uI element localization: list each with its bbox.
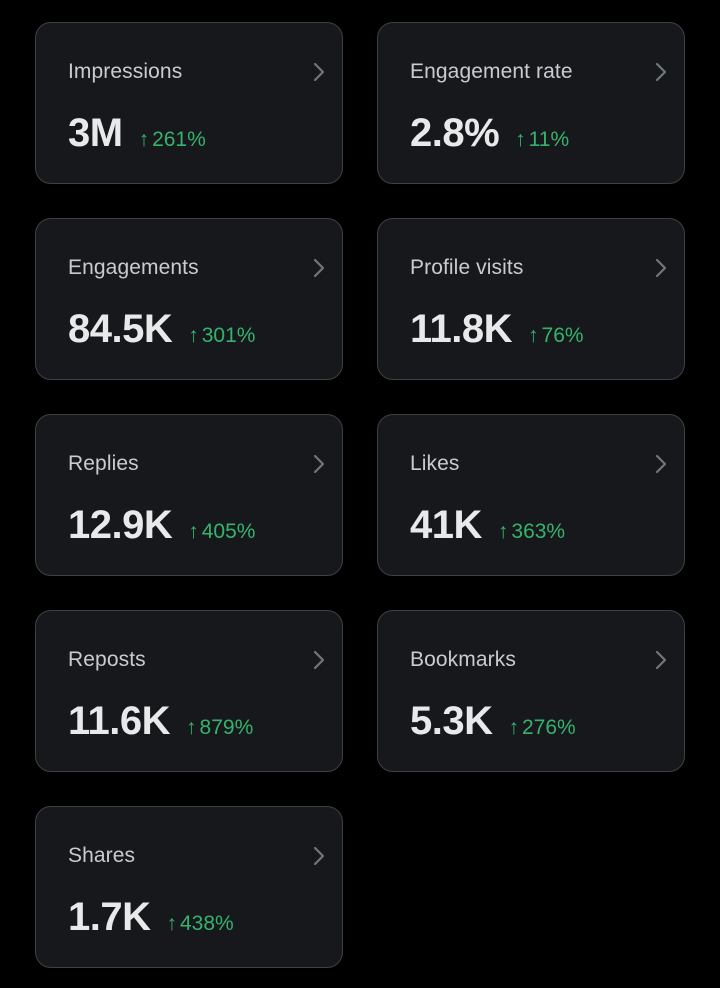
metric-change-value: 11% [528, 128, 570, 151]
metric-value: 3M [68, 111, 123, 155]
metric-card-likes[interactable]: Likes 41K ↑ 363% [377, 414, 685, 576]
metric-label: Impressions [68, 60, 183, 83]
metric-label: Engagements [68, 256, 199, 279]
metric-values: 1.7K ↑ 438% [68, 895, 234, 940]
metric-value: 5.3K [410, 699, 493, 743]
metric-change-value: 438% [180, 912, 234, 935]
metric-label: Reposts [68, 648, 146, 671]
metric-change-value: 879% [199, 716, 254, 739]
metric-value: 84.5K [68, 307, 173, 351]
chevron-right-icon [313, 846, 325, 866]
arrow-up-icon: ↑ [138, 128, 150, 151]
arrow-up-icon: ↑ [515, 128, 526, 151]
metrics-grid: Impressions 3M ↑ 261% Engagement rate 2.… [35, 22, 685, 968]
chevron-right-icon [313, 454, 325, 474]
metric-values: 2.8% ↑ 11% [410, 111, 569, 156]
metric-change: ↑ 276% [509, 716, 576, 740]
metric-value: 12.9K [68, 503, 173, 547]
metric-label: Engagement rate [410, 60, 573, 83]
metric-value: 11.8K [410, 307, 513, 351]
arrow-up-icon: ↑ [497, 520, 509, 543]
metric-label: Replies [68, 452, 139, 475]
metric-values: 12.9K ↑ 405% [68, 503, 255, 548]
metric-value: 11.6K [68, 699, 171, 743]
metric-change-value: 76% [541, 324, 584, 347]
arrow-up-icon: ↑ [186, 716, 197, 739]
arrow-up-icon: ↑ [528, 324, 539, 347]
chevron-right-icon [655, 62, 667, 82]
metric-card-bookmarks[interactable]: Bookmarks 5.3K ↑ 276% [377, 610, 685, 772]
metric-change: ↑ 879% [186, 716, 253, 740]
metric-card-profile-visits[interactable]: Profile visits 11.8K ↑ 76% [377, 218, 685, 380]
metric-values: 11.6K ↑ 879% [68, 699, 253, 744]
metric-label: Profile visits [410, 256, 524, 279]
metric-values: 5.3K ↑ 276% [410, 699, 576, 744]
metric-change-value: 276% [522, 716, 576, 739]
metric-change: ↑ 261% [139, 128, 206, 152]
metric-change: ↑ 438% [167, 912, 234, 936]
metric-change-value: 405% [201, 520, 256, 543]
metric-change: ↑ 301% [188, 324, 255, 348]
chevron-right-icon [655, 650, 667, 670]
metric-change: ↑ 363% [498, 520, 565, 544]
metric-label: Bookmarks [410, 648, 516, 671]
metric-label: Likes [410, 452, 460, 475]
metric-card-reposts[interactable]: Reposts 11.6K ↑ 879% [35, 610, 343, 772]
arrow-up-icon: ↑ [166, 912, 178, 935]
chevron-right-icon [655, 454, 667, 474]
metric-values: 3M ↑ 261% [68, 111, 206, 156]
chevron-right-icon [313, 258, 325, 278]
metric-values: 11.8K ↑ 76% [410, 307, 584, 352]
chevron-right-icon [655, 258, 667, 278]
arrow-up-icon: ↑ [188, 520, 199, 543]
arrow-up-icon: ↑ [508, 716, 520, 739]
metric-change: ↑ 405% [188, 520, 255, 544]
metric-values: 41K ↑ 363% [410, 503, 565, 548]
metric-value: 1.7K [68, 895, 151, 939]
metric-value: 41K [410, 503, 482, 547]
chevron-right-icon [313, 62, 325, 82]
metric-change-value: 261% [152, 128, 206, 151]
metric-card-impressions[interactable]: Impressions 3M ↑ 261% [35, 22, 343, 184]
metric-card-engagements[interactable]: Engagements 84.5K ↑ 301% [35, 218, 343, 380]
metric-card-replies[interactable]: Replies 12.9K ↑ 405% [35, 414, 343, 576]
metric-values: 84.5K ↑ 301% [68, 307, 255, 352]
metric-change: ↑ 11% [515, 128, 569, 152]
metric-change-value: 301% [201, 324, 256, 347]
metric-change-value: 363% [511, 520, 566, 543]
arrow-up-icon: ↑ [188, 324, 199, 347]
metric-card-engagement-rate[interactable]: Engagement rate 2.8% ↑ 11% [377, 22, 685, 184]
metric-value: 2.8% [410, 111, 500, 155]
metric-label: Shares [68, 844, 136, 867]
chevron-right-icon [313, 650, 325, 670]
metric-change: ↑ 76% [528, 324, 584, 348]
metric-card-shares[interactable]: Shares 1.7K ↑ 438% [35, 806, 343, 968]
